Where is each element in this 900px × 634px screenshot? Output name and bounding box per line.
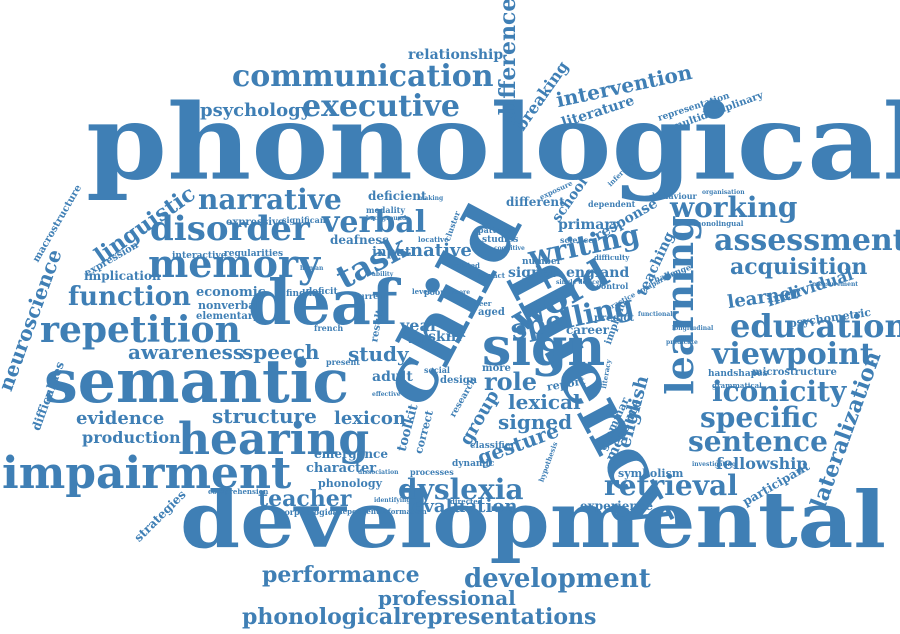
cloud-word: lexicon <box>334 410 406 428</box>
cloud-word: peer <box>474 300 492 307</box>
cloud-word: present <box>326 358 360 366</box>
cloud-word: structure <box>212 406 317 426</box>
cloud-word: assessment <box>714 226 900 256</box>
cloud-word: nonverbal <box>198 300 260 311</box>
cloud-word: score <box>452 290 470 296</box>
cloud-word: human <box>300 266 323 272</box>
cloud-word: dependent <box>588 200 635 208</box>
cloud-word: relationship <box>408 48 503 62</box>
cloud-word: expressive <box>226 218 284 228</box>
cloud-word: related <box>452 262 480 269</box>
cloud-word: sentence <box>688 428 828 456</box>
cloud-word: aged <box>478 308 505 318</box>
cloud-word: native <box>410 242 472 260</box>
cloud-word: text <box>408 336 425 344</box>
cloud-word: communication <box>232 62 494 92</box>
cloud-word: viewpoint <box>712 340 874 370</box>
cloud-word: significant <box>282 216 329 224</box>
cloud-word: studies <box>482 236 518 245</box>
cloud-word: emergence <box>314 448 388 460</box>
cloud-word: difficulty <box>594 254 629 261</box>
cloud-word: pattern <box>478 226 511 234</box>
cloud-word: phonology <box>318 478 382 489</box>
cloud-word: speech <box>242 342 319 362</box>
cloud-word: independent <box>330 508 379 515</box>
cloud-word: single device <box>556 280 600 286</box>
cloud-word: phonologicalrepresentations <box>242 606 596 628</box>
cloud-word: level <box>412 288 430 295</box>
cloud-word: longitudinal <box>672 326 713 332</box>
cloud-word: executive <box>302 92 460 122</box>
cloud-word: psychology <box>200 102 311 120</box>
cloud-word: narrative <box>198 186 342 214</box>
cloud-word: signer <box>508 266 557 280</box>
cloud-word: function <box>68 284 191 310</box>
cloud-word: measurement <box>812 282 858 288</box>
cloud-word: difference <box>497 0 519 122</box>
cloud-word: making <box>418 196 443 202</box>
cloud-word: regularities <box>224 250 283 259</box>
cloud-word: input <box>372 246 411 259</box>
cloud-word: social <box>424 366 450 374</box>
cloud-word: evaluation <box>412 498 517 516</box>
cloud-word: deficit <box>306 288 338 297</box>
cloud-word: cognitive <box>494 246 525 252</box>
cloud-word: background <box>366 216 406 222</box>
cloud-word: predicate <box>666 340 698 346</box>
cloud-word: experience <box>580 500 653 512</box>
cloud-word: science <box>560 236 593 244</box>
cloud-word: career <box>566 324 609 336</box>
cloud-word: functional <box>638 312 673 318</box>
cloud-word: elementary <box>196 312 259 322</box>
cloud-word: investigating <box>692 462 736 468</box>
cloud-word: ability <box>372 272 393 278</box>
cloud-word: effective <box>372 392 401 398</box>
cloud-word: classifier <box>470 442 515 451</box>
cloud-word: symbolism <box>618 468 683 479</box>
cloud-word: production <box>82 430 181 446</box>
cloud-word: evidence <box>76 410 164 428</box>
cloud-word: adult <box>372 370 413 384</box>
cloud-word: interactive <box>172 252 226 261</box>
cloud-word: talk <box>448 330 465 338</box>
cloud-word: lexical <box>508 392 581 412</box>
cloud-word: working <box>670 194 798 222</box>
cloud-word: england <box>566 266 629 280</box>
cloud-word: economic <box>196 286 266 299</box>
cloud-word: dissociation <box>358 470 398 476</box>
cloud-word: french <box>314 324 343 332</box>
cloud-word: comprehension <box>208 488 268 495</box>
cloud-word: performance <box>262 564 420 586</box>
cloud-word: current <box>354 292 388 300</box>
cloud-word: awareness <box>128 342 244 362</box>
cloud-word: impact <box>478 272 505 279</box>
cloud-word: modality <box>366 206 405 214</box>
